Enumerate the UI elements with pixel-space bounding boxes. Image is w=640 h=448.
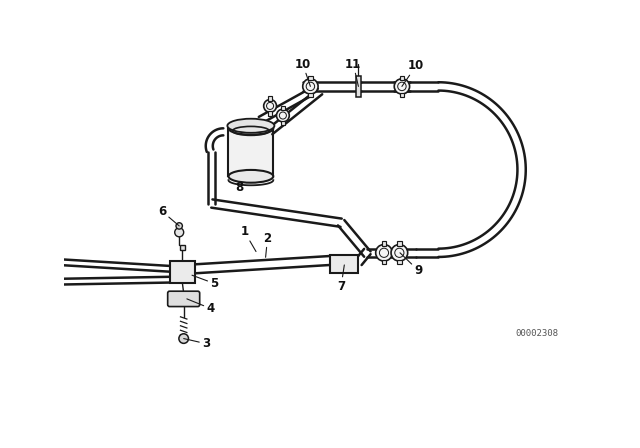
Text: 10: 10 bbox=[402, 60, 424, 86]
Text: 00002308: 00002308 bbox=[515, 329, 558, 338]
Bar bbox=[308, 76, 312, 80]
Circle shape bbox=[303, 79, 318, 94]
Bar bbox=[330, 255, 358, 273]
Text: 8: 8 bbox=[236, 181, 243, 194]
Text: 3: 3 bbox=[184, 337, 210, 350]
Bar bbox=[268, 111, 273, 116]
Bar bbox=[280, 106, 285, 110]
Bar bbox=[268, 96, 273, 101]
Bar bbox=[400, 76, 404, 80]
Circle shape bbox=[176, 223, 182, 229]
Ellipse shape bbox=[228, 122, 273, 135]
Circle shape bbox=[276, 109, 289, 122]
Circle shape bbox=[175, 228, 184, 237]
Bar bbox=[308, 93, 312, 97]
Text: 11: 11 bbox=[345, 57, 362, 86]
Bar bbox=[397, 260, 402, 264]
Bar bbox=[180, 245, 185, 250]
Text: 2: 2 bbox=[264, 232, 271, 257]
Text: 7: 7 bbox=[337, 265, 345, 293]
Text: 1: 1 bbox=[241, 225, 256, 251]
Text: 5: 5 bbox=[192, 275, 218, 290]
Circle shape bbox=[264, 99, 276, 112]
Ellipse shape bbox=[227, 119, 275, 133]
Circle shape bbox=[394, 79, 410, 94]
Circle shape bbox=[376, 245, 392, 261]
Bar bbox=[381, 241, 387, 246]
Bar bbox=[228, 128, 273, 177]
Bar bbox=[400, 93, 404, 97]
FancyBboxPatch shape bbox=[168, 291, 200, 306]
Text: 6: 6 bbox=[158, 205, 179, 226]
Bar bbox=[356, 76, 361, 97]
Circle shape bbox=[391, 245, 408, 261]
Bar bbox=[280, 121, 285, 125]
Circle shape bbox=[179, 334, 189, 343]
Bar bbox=[397, 241, 402, 246]
Text: 4: 4 bbox=[187, 299, 214, 315]
Bar bbox=[170, 261, 195, 283]
Bar bbox=[381, 260, 387, 264]
Text: 9: 9 bbox=[400, 253, 422, 277]
Text: 10: 10 bbox=[294, 57, 311, 86]
Ellipse shape bbox=[228, 170, 273, 183]
